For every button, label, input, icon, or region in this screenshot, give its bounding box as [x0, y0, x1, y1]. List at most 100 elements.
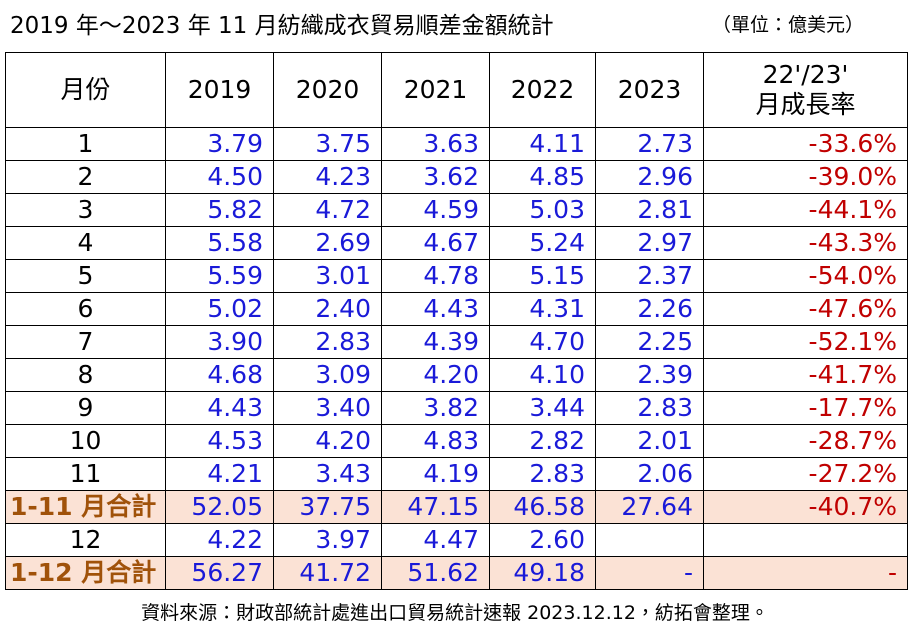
footer: 資料來源：財政部統計處進出口貿易統計速報 2023.12.12，紡拓會整理。 [141, 602, 769, 624]
table-row: 1-11 月合計 52.05 37.75 47.15 46.58 27.64 -40.7% [5, 490, 908, 524]
table-cell: 3.44 [489, 391, 596, 425]
table-cell: 52.05 [165, 490, 274, 524]
table-cell: 5 [5, 259, 166, 293]
table-cell: 3.63 [381, 127, 490, 161]
header-cell: 2020 [273, 52, 382, 128]
table-cell: 4.50 [165, 160, 274, 194]
table-cell: 4.68 [165, 358, 274, 392]
table-cell: - [595, 556, 704, 590]
table-cell: 8 [5, 358, 166, 392]
table-cell: 12 [5, 523, 166, 557]
table-cell: 41.72 [273, 556, 382, 590]
table-cell: -17.7% [703, 391, 908, 425]
table-cell: 3 [5, 193, 166, 227]
table-cell: -28.7% [703, 424, 908, 458]
table-cell: 4.11 [489, 127, 596, 161]
table-cell: 4 [5, 226, 166, 260]
table-cell: 2.01 [595, 424, 704, 458]
table-cell: 9 [5, 391, 166, 425]
table-cell: 4.39 [381, 325, 490, 359]
table-cell: 4.43 [381, 292, 490, 326]
table-row: 1 3.79 3.75 3.63 4.11 2.73 -33.6% [5, 127, 908, 161]
table-cell: 4.43 [165, 391, 274, 425]
table-cell: 4.70 [489, 325, 596, 359]
header-line: 22'/23' [762, 60, 849, 89]
table-cell: 2.25 [595, 325, 704, 359]
table-cell: 51.62 [381, 556, 490, 590]
table-cell: 3.09 [273, 358, 382, 392]
table-cell: 46.58 [489, 490, 596, 524]
table-cell: -33.6% [703, 127, 908, 161]
table-cell: 6 [5, 292, 166, 326]
table-cell: 49.18 [489, 556, 596, 590]
table-cell: 3.01 [273, 259, 382, 293]
table-cell: 2.83 [489, 457, 596, 491]
table-row: 9 4.43 3.40 3.82 3.44 2.83 -17.7% [5, 391, 908, 425]
table-body: 1 3.79 3.75 3.63 4.11 2.73 -33.6% 2 4.50 4.23 3.62… [5, 127, 908, 590]
table-cell: 3.97 [273, 523, 382, 557]
table-cell: 4.85 [489, 160, 596, 194]
header-line: 月成長率 [755, 90, 856, 119]
table-row: 6 5.02 2.40 4.43 4.31 2.26 -47.6% [5, 292, 908, 326]
table-row: 8 4.68 3.09 4.20 4.10 2.39 -41.7% [5, 358, 908, 392]
table-cell: 3.90 [165, 325, 274, 359]
table-cell: 4.22 [165, 523, 274, 557]
table-row: 1-12 月合計 56.27 41.72 51.62 49.18- - [5, 556, 908, 590]
table-cell: -39.0% [703, 160, 908, 194]
table-cell: 4.21 [165, 457, 274, 491]
table-cell: 4.78 [381, 259, 490, 293]
table-cell: 4.20 [273, 424, 382, 458]
table-cell: 2.83 [595, 391, 704, 425]
table-cell: 1-11 月合計 [5, 490, 166, 524]
table-cell: 4.10 [489, 358, 596, 392]
table-cell: 4.31 [489, 292, 596, 326]
table-row: 10 4.53 4.20 4.83 2.82 2.01 -28.7% [5, 424, 908, 458]
table-cell: 7 [5, 325, 166, 359]
title: 2019 年～2023 年 11 月紡織成衣貿易順差金額統計 [10, 13, 554, 39]
table-cell: 4.23 [273, 160, 382, 194]
table-cell: -40.7% [703, 490, 908, 524]
table-row: 2 4.50 4.23 3.62 4.85 2.96 -39.0% [5, 160, 908, 194]
table-cell: 5.03 [489, 193, 596, 227]
table-cell: 5.59 [165, 259, 274, 293]
table-cell: 2.60 [489, 523, 596, 557]
table-cell: 4.59 [381, 193, 490, 227]
table-cell: 4.72 [273, 193, 382, 227]
table-cell: 4.67 [381, 226, 490, 260]
table-cell: -41.7% [703, 358, 908, 392]
table-cell: 2.97 [595, 226, 704, 260]
table-row: 4 5.58 2.69 4.67 5.24 2.97 -43.3% [5, 226, 908, 260]
table-cell: - [703, 556, 908, 590]
table-cell: 11 [5, 457, 166, 491]
header-row: 月份 2019 2020 2021 2022 2023 22'/23' 月成長率 [5, 52, 908, 128]
table-cell: 2.73 [595, 127, 704, 161]
table-cell: 2 [5, 160, 166, 194]
table-cell: -27.2% [703, 457, 908, 491]
table-cell: 2.69 [273, 226, 382, 260]
table-cell: 3.40 [273, 391, 382, 425]
table-cell: 2.39 [595, 358, 704, 392]
table-cell: 2.82 [489, 424, 596, 458]
table-cell: -43.3% [703, 226, 908, 260]
table-cell: 3.62 [381, 160, 490, 194]
table-cell: 3.79 [165, 127, 274, 161]
unit: （單位：億美元） [712, 14, 865, 36]
table-cell: 5.15 [489, 259, 596, 293]
table-cell: 4.53 [165, 424, 274, 458]
table-cell: 4.47 [381, 523, 490, 557]
table-cell: -47.6% [703, 292, 908, 326]
header-cell: 2022 [489, 52, 596, 128]
table-cell: 2.83 [273, 325, 382, 359]
table-cell: 10 [5, 424, 166, 458]
table-row: 12 4.22 3.97 4.47 2.60 [5, 523, 908, 557]
table-cell: 3.82 [381, 391, 490, 425]
header-cell: 22'/23' 月成長率 [703, 52, 908, 128]
table-cell: 4.20 [381, 358, 490, 392]
header-cell: 月份 [5, 52, 166, 128]
table-cell [703, 523, 908, 557]
table-cell: 5.24 [489, 226, 596, 260]
table-cell: 2.06 [595, 457, 704, 491]
table-cell: 5.02 [165, 292, 274, 326]
table-cell: 5.58 [165, 226, 274, 260]
